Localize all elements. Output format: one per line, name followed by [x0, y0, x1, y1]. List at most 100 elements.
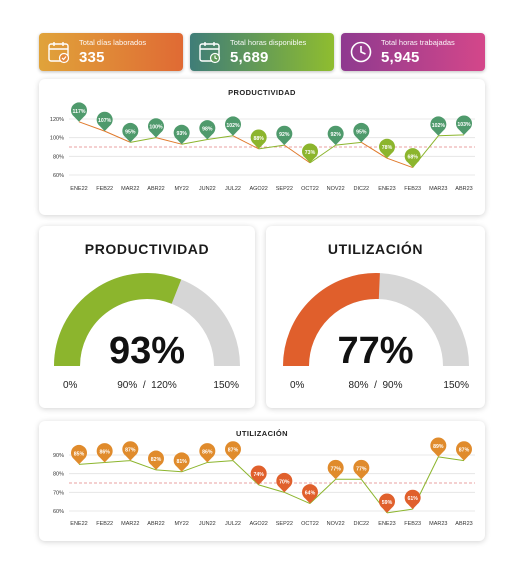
series-segment — [336, 142, 362, 145]
y-tick-label: 90% — [53, 453, 64, 459]
x-tick-label: ENE23 — [378, 186, 395, 192]
series-segment — [79, 462, 105, 464]
data-label: 92% — [330, 132, 341, 138]
data-label: 87% — [228, 448, 239, 454]
kpi-card-horas-trabajadas: Total horas trabajadas 5,945 — [341, 33, 485, 71]
y-tick-label: 120% — [50, 117, 64, 123]
gauge-target: 90% — [117, 380, 137, 391]
data-label: 70% — [279, 479, 290, 485]
data-label: 77% — [330, 466, 341, 472]
series-segment — [105, 461, 131, 463]
chart-title: UTILIZACIÓN — [236, 429, 288, 438]
x-tick-label: ABR22 — [147, 186, 164, 192]
y-tick-label: 60% — [53, 509, 64, 515]
x-tick-label: OCT22 — [301, 521, 319, 527]
x-tick-label: MAR23 — [429, 186, 447, 192]
kpi-label: Total horas trabajadas — [381, 39, 455, 47]
data-label: 81% — [176, 459, 187, 465]
data-label: 78% — [382, 145, 393, 151]
utilizacion-gauge-card: UTILIZACIÓN 77% 0% 80% / 90% 150% — [266, 226, 485, 408]
gauge-value: 93% — [39, 330, 255, 373]
series-segment — [207, 461, 233, 463]
gauge-separator: / — [374, 380, 377, 391]
x-tick-label: FEB22 — [96, 186, 113, 192]
kpi-value: 335 — [79, 50, 146, 65]
gauge-separator: / — [143, 380, 146, 391]
calendar-clock-icon — [197, 39, 223, 65]
gauge-title: PRODUCTIVIDAD — [39, 241, 255, 257]
x-tick-label: ENE22 — [70, 186, 87, 192]
data-label: 61% — [407, 496, 418, 502]
x-tick-label: MAR22 — [121, 521, 139, 527]
gauge-target: 80% — [349, 380, 369, 391]
y-tick-label: 80% — [53, 154, 64, 160]
data-label: 93% — [176, 131, 187, 137]
series-segment — [156, 470, 182, 472]
kpi-card-horas-disponibles: Total horas disponibles 5,689 — [190, 33, 334, 71]
x-tick-label: JUL22 — [225, 186, 241, 192]
x-tick-label: ENE22 — [70, 521, 87, 527]
x-tick-label: MY22 — [174, 521, 188, 527]
data-label: 117% — [73, 109, 86, 115]
gauge-max-label: 150% — [213, 380, 239, 391]
x-tick-label: ENE23 — [378, 521, 395, 527]
series-segment — [438, 135, 464, 136]
data-label: 73% — [305, 150, 316, 156]
utilizacion-line-chart: UTILIZACIÓN 90% 80% 70% 60% 85% ENE22 86% FEB22 8… — [39, 421, 485, 541]
x-tick-label: SEP22 — [276, 521, 293, 527]
data-label: 86% — [202, 449, 213, 455]
x-tick-label: ABR23 — [455, 521, 472, 527]
data-label: 107% — [98, 118, 112, 124]
x-tick-label: OCT22 — [301, 186, 319, 192]
x-tick-label: NOV22 — [327, 521, 345, 527]
data-label: 100% — [149, 125, 163, 131]
data-label: 77% — [356, 466, 367, 472]
x-tick-label: ABR22 — [147, 521, 164, 527]
kpi-label: Total días laborados — [79, 39, 146, 47]
data-label: 74% — [253, 472, 264, 478]
productividad-chart-svg: PRODUCTIVIDAD 120% 100% 80% 60% 117% ENE22 107%… — [39, 79, 485, 215]
x-tick-label: JUN22 — [199, 186, 216, 192]
kpi-value: 5,689 — [230, 50, 306, 65]
x-tick-label: SEP22 — [276, 186, 293, 192]
gauge-max-label: 150% — [443, 380, 469, 391]
clock-icon — [348, 39, 374, 65]
x-tick-label: AGO22 — [249, 521, 267, 527]
data-label: 64% — [305, 491, 316, 497]
x-tick-label: DIC22 — [354, 186, 370, 192]
chart-title: PRODUCTIVIDAD — [228, 88, 296, 97]
data-label: 92% — [279, 132, 290, 138]
series-segment — [182, 140, 208, 145]
data-label: 103% — [457, 122, 471, 128]
data-label: 89% — [433, 444, 444, 450]
gauge-title: UTILIZACIÓN — [266, 241, 485, 257]
data-label: 88% — [253, 136, 264, 142]
x-tick-label: DIC22 — [354, 521, 370, 527]
x-tick-label: FEB22 — [96, 521, 113, 527]
y-tick-label: 70% — [53, 490, 64, 496]
kpi-value: 5,945 — [381, 50, 455, 65]
series-segment — [438, 457, 464, 461]
data-label: 87% — [459, 448, 470, 454]
data-label: 98% — [202, 127, 213, 133]
gauge-max-mid: 120% — [151, 380, 177, 391]
x-tick-label: ABR23 — [455, 186, 472, 192]
data-label: 102% — [432, 123, 446, 129]
x-tick-label: AGO22 — [249, 186, 267, 192]
series-segment — [130, 138, 156, 143]
utilizacion-chart-svg: UTILIZACIÓN90%80%70%60%85%ENE2286%FEB228… — [39, 421, 485, 541]
y-tick-label: 60% — [53, 173, 64, 179]
data-label: 86% — [99, 449, 110, 455]
x-tick-label: MAR22 — [121, 186, 139, 192]
x-tick-label: JUL22 — [225, 521, 241, 527]
data-label: 85% — [74, 451, 85, 457]
x-tick-label: MAR23 — [429, 521, 447, 527]
productividad-line-chart: PRODUCTIVIDAD 120% 100% 80% 60% 117% ENE22 107%… — [39, 79, 485, 215]
data-label: 82% — [151, 457, 162, 463]
x-tick-label: FEB23 — [404, 521, 421, 527]
data-label: 68% — [407, 155, 418, 161]
gauge-max-mid: 90% — [382, 380, 402, 391]
gauge-value: 77% — [266, 330, 485, 373]
x-tick-label: NOV22 — [327, 186, 345, 192]
data-label: 59% — [382, 500, 393, 506]
